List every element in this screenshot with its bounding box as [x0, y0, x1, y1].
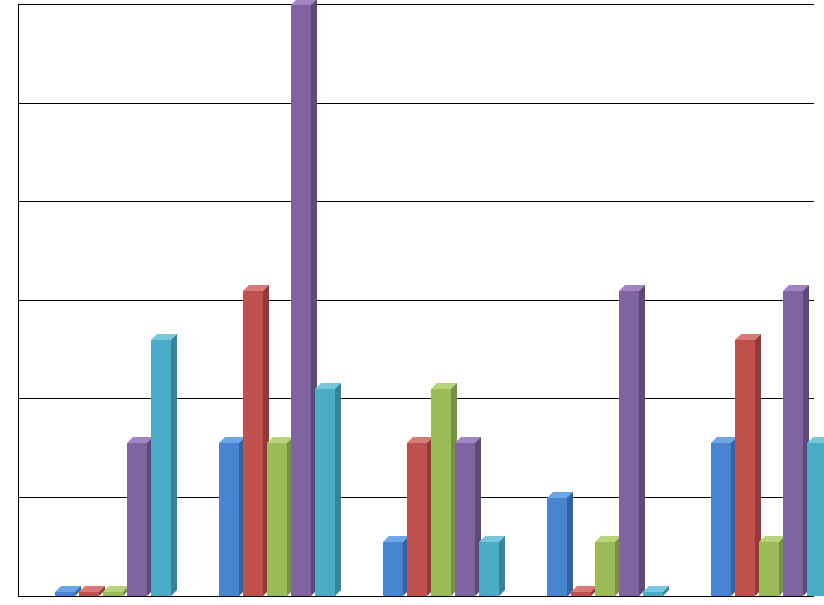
bar-chart [0, 0, 824, 605]
bar [735, 340, 755, 596]
bar-side [499, 536, 505, 596]
bar [79, 592, 99, 596]
bar-side [171, 334, 177, 596]
bar [643, 592, 663, 596]
bar [103, 592, 123, 596]
bar [595, 542, 615, 596]
bar [55, 592, 75, 596]
bar [479, 542, 499, 596]
bar [219, 443, 239, 596]
bar-side [567, 492, 573, 597]
bar [783, 291, 803, 596]
bar-top [807, 437, 824, 443]
bar [547, 498, 567, 597]
bars-layer [19, 4, 814, 596]
bar [127, 443, 147, 596]
bar-side [335, 383, 341, 596]
bar-side [639, 285, 645, 596]
bar [759, 542, 779, 596]
bar [571, 592, 591, 596]
bar [807, 443, 824, 596]
bar [267, 443, 287, 596]
bar [291, 5, 311, 596]
bar [243, 291, 263, 596]
bar [431, 389, 451, 596]
bar [383, 542, 403, 596]
bar [619, 291, 639, 596]
bar [711, 443, 731, 596]
bar [407, 443, 427, 596]
plot-area [18, 4, 814, 597]
bar [455, 443, 475, 596]
bar [151, 340, 171, 596]
bar [315, 389, 335, 596]
